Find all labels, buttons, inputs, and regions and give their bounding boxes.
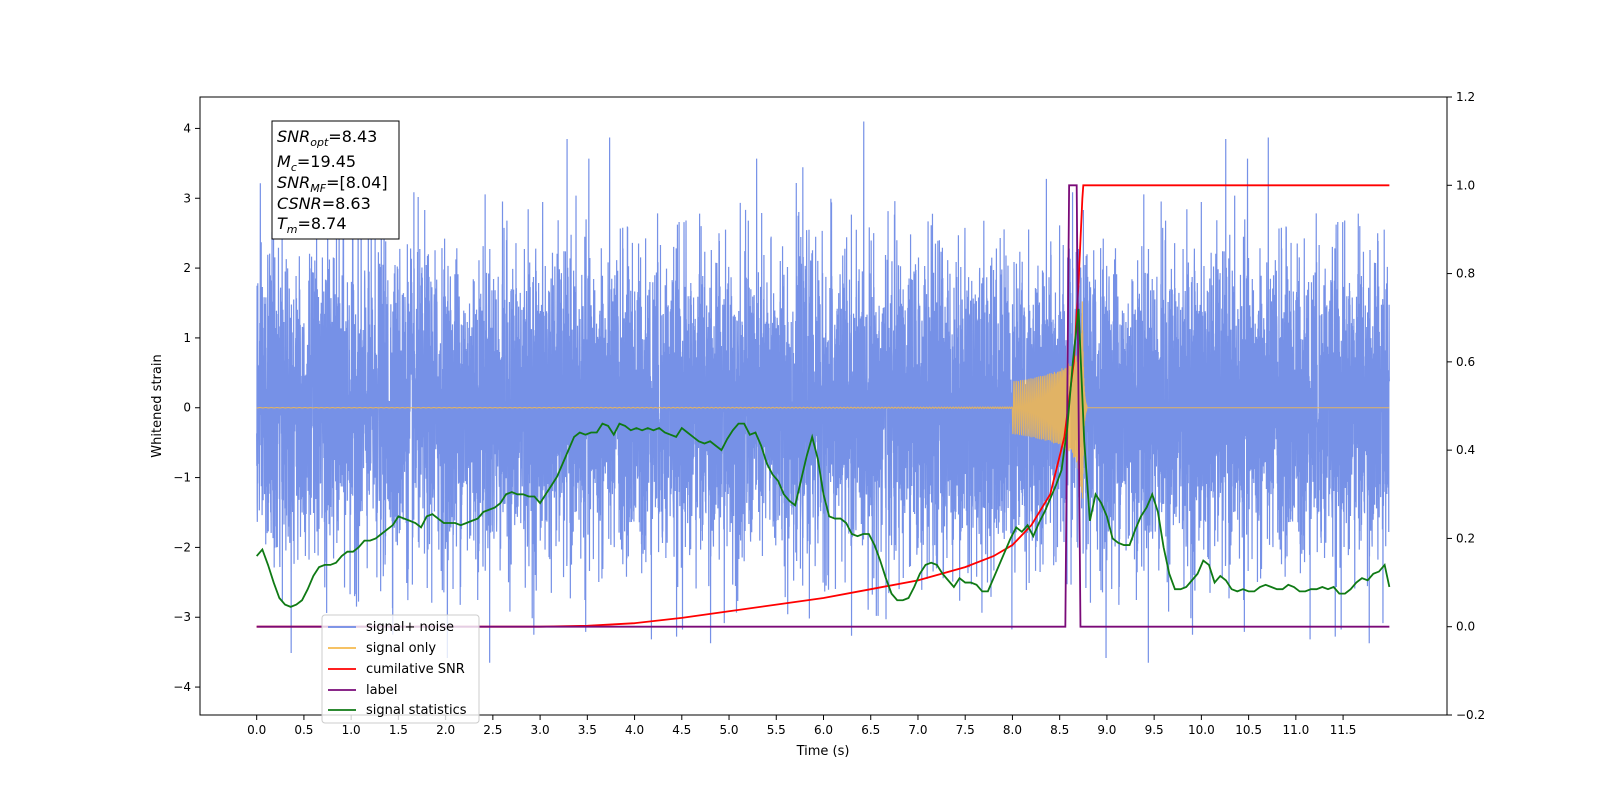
stat-snr-mf: SNRMF=[8.04] bbox=[277, 173, 388, 195]
y-right-tick-label: 0.4 bbox=[1456, 443, 1475, 457]
y-right-tick-label: 0.0 bbox=[1456, 620, 1475, 634]
y-tick-label: −4 bbox=[173, 680, 191, 694]
x-tick-label: 9.5 bbox=[1145, 723, 1164, 737]
x-tick-label: 1.5 bbox=[389, 723, 408, 737]
x-tick-label: 7.5 bbox=[956, 723, 975, 737]
x-tick-label: 11.5 bbox=[1330, 723, 1357, 737]
x-tick-label: 1.0 bbox=[342, 723, 361, 737]
y-right-tick-label: 1.0 bbox=[1456, 178, 1475, 192]
y-right-tick-label: −0.2 bbox=[1456, 708, 1485, 722]
series-label-line bbox=[256, 184, 1390, 628]
x-tick-label: 2.0 bbox=[436, 723, 455, 737]
y-tick-label: 2 bbox=[183, 261, 191, 275]
x-tick-label: 9.0 bbox=[1097, 723, 1116, 737]
x-tick-label: 7.0 bbox=[908, 723, 927, 737]
y-right-tick-label: 1.2 bbox=[1456, 90, 1475, 104]
y-right-tick-label: 0.6 bbox=[1456, 355, 1475, 369]
x-tick-label: 5.5 bbox=[767, 723, 786, 737]
legend-item-signal-only: signal only bbox=[328, 641, 436, 656]
legend-item-signal-statistics: signal statistics bbox=[328, 703, 467, 718]
y-tick-label: −3 bbox=[173, 610, 191, 624]
legend-label-signal-noise: signal+ noise bbox=[366, 620, 454, 635]
y-right-tick-label: 0.8 bbox=[1456, 267, 1475, 281]
legend-item-label: label bbox=[328, 683, 397, 698]
x-tick-label: 4.5 bbox=[672, 723, 691, 737]
legend: signal+ noise signal only cumilative SNR… bbox=[321, 614, 480, 724]
x-tick-label: 3.0 bbox=[531, 723, 550, 737]
y-axis-label: Whitened strain bbox=[150, 354, 165, 457]
x-tick-label: 5.0 bbox=[719, 723, 738, 737]
stat-mc: Mc=19.45 bbox=[277, 152, 356, 174]
y-right-tick-label: 0.2 bbox=[1456, 531, 1475, 545]
legend-label-signal-only: signal only bbox=[366, 641, 436, 656]
series-signal-statistics-line bbox=[255, 308, 1391, 608]
x-tick-label: 0.0 bbox=[247, 723, 266, 737]
y-tick-label: −1 bbox=[173, 471, 191, 485]
x-tick-label: 0.5 bbox=[294, 723, 313, 737]
legend-label-signal-statistics: signal statistics bbox=[366, 703, 467, 718]
y-tick-label: 3 bbox=[183, 191, 191, 205]
legend-item-cumilative-snr: cumilative SNR bbox=[328, 662, 465, 677]
y-tick-label: 4 bbox=[183, 121, 191, 135]
stats-box-frame bbox=[271, 120, 400, 240]
x-tick-label: 6.5 bbox=[861, 723, 880, 737]
x-tick-label: 11.0 bbox=[1282, 723, 1309, 737]
axis-ticks: 0.0 0.5 1.0 1.5 2.0 2.5 3.0 3.5 4.0 4.5 5.0 5.5 6.0 6… bbox=[173, 90, 1485, 737]
series-signal-noise-line bbox=[256, 121, 1390, 663]
stat-csnr: CSNR=8.63 bbox=[277, 194, 371, 213]
x-tick-label: 3.5 bbox=[578, 723, 597, 737]
legend-label-label: label bbox=[366, 683, 397, 698]
legend-frame bbox=[321, 614, 480, 724]
series-cumilative-snr-line bbox=[256, 184, 1390, 628]
legend-item-signal-noise: signal+ noise bbox=[328, 620, 454, 635]
series-signal-only-line bbox=[256, 301, 1390, 499]
x-axis-label: Time (s) bbox=[796, 744, 850, 759]
legend-label-cumilative-snr: cumilative SNR bbox=[366, 662, 465, 677]
x-tick-label: 8.5 bbox=[1050, 723, 1069, 737]
x-tick-label: 8.0 bbox=[1003, 723, 1022, 737]
x-tick-label: 2.5 bbox=[483, 723, 502, 737]
stat-snr-opt: SNRopt=8.43 bbox=[277, 127, 377, 149]
stat-tm: Tm=8.74 bbox=[277, 214, 347, 236]
y-tick-label: 1 bbox=[183, 331, 191, 345]
y-tick-label: 0 bbox=[183, 401, 191, 415]
x-tick-label: 6.0 bbox=[814, 723, 833, 737]
y-tick-label: −2 bbox=[173, 540, 191, 554]
x-tick-label: 10.0 bbox=[1188, 723, 1215, 737]
x-tick-label: 10.5 bbox=[1235, 723, 1262, 737]
stats-box: SNRopt=8.43 Mc=19.45 SNRMF=[8.04] CSNR=8… bbox=[271, 120, 400, 240]
plot-area bbox=[255, 121, 1391, 663]
x-tick-label: 4.0 bbox=[625, 723, 644, 737]
